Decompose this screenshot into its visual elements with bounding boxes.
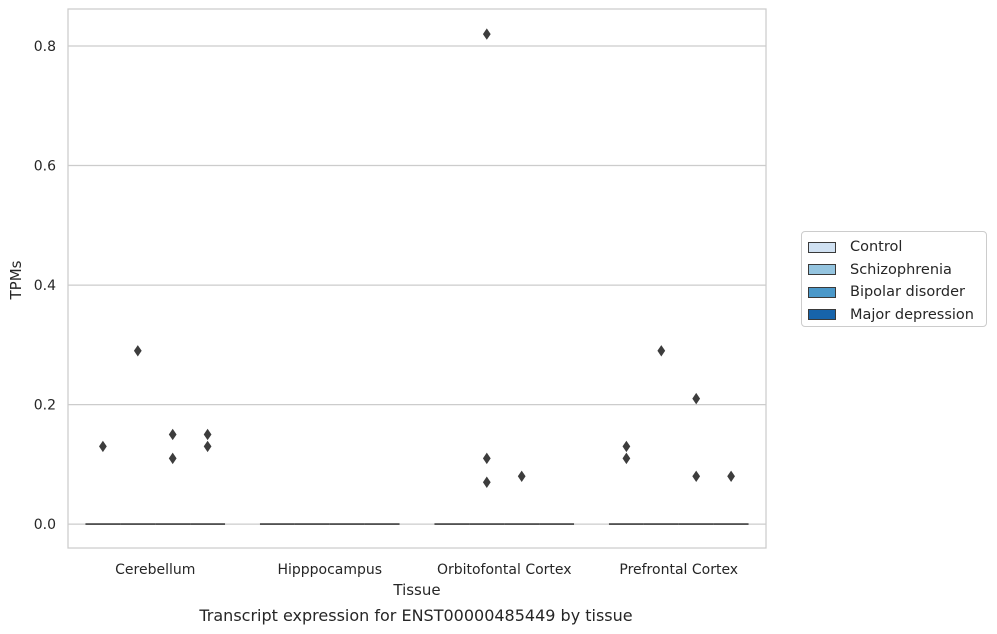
outlier-point: [99, 440, 107, 453]
outlier-point: [657, 345, 666, 357]
outlier-point: [622, 440, 631, 453]
outlier-point: [168, 428, 177, 441]
legend-label-control: Control: [850, 239, 903, 256]
legend-item-control: Control: [808, 236, 980, 259]
chart-title: Transcript expression for ENST0000048544…: [199, 606, 633, 625]
y-tick-label: 0.6: [34, 159, 56, 175]
outlier-point: [692, 470, 701, 483]
outlier-point: [133, 345, 142, 357]
y-tick-label: 0.4: [34, 278, 56, 294]
outlier-point: [482, 452, 491, 465]
legend: Control Schizophrenia Bipolar disorder M…: [801, 231, 987, 327]
outlier-point: [622, 452, 631, 465]
y-tick-label: 0.0: [34, 517, 56, 533]
legend-swatch-major-depression: [808, 309, 836, 321]
outlier-points: [99, 28, 735, 488]
y-tick-label: 0.2: [34, 398, 56, 414]
y-tick-label: 0.8: [34, 39, 56, 55]
x-tick-label: Prefrontal Cortex: [619, 562, 738, 578]
legend-swatch-schizophrenia: [808, 264, 836, 276]
legend-item-major-depression: Major depression: [808, 304, 980, 327]
plot-frame: [67, 8, 767, 549]
outlier-point: [727, 470, 735, 483]
outlier-point: [517, 470, 526, 483]
x-tick-label: Orbitofontal Cortex: [437, 562, 572, 578]
legend-label-bipolar-disorder: Bipolar disorder: [850, 284, 965, 301]
outlier-point: [482, 28, 491, 40]
legend-swatch-bipolar-disorder: [808, 286, 836, 298]
legend-label-major-depression: Major depression: [850, 306, 974, 323]
outlier-point: [692, 392, 701, 405]
legend-item-bipolar-disorder: Bipolar disorder: [808, 281, 980, 304]
x-tick-labels: Cerebellum Hipppocampus Orbitofontal Corte…: [115, 562, 738, 578]
x-tick-label: Cerebellum: [115, 562, 195, 578]
y-axis-label: TPMs: [7, 260, 25, 300]
legend-label-schizophrenia: Schizophrenia: [850, 261, 952, 278]
outlier-point: [203, 428, 212, 441]
x-tick-label: Hipppocampus: [277, 562, 382, 578]
outlier-point: [168, 452, 177, 465]
y-tick-labels: 0.0 0.2 0.4 0.6 0.8: [34, 39, 56, 533]
outlier-point: [482, 476, 491, 488]
outlier-point: [203, 440, 212, 453]
legend-item-schizophrenia: Schizophrenia: [808, 259, 980, 282]
grid-lines: [68, 45, 766, 525]
legend-swatch-control: [808, 241, 836, 253]
x-axis-label: Tissue: [392, 581, 440, 599]
